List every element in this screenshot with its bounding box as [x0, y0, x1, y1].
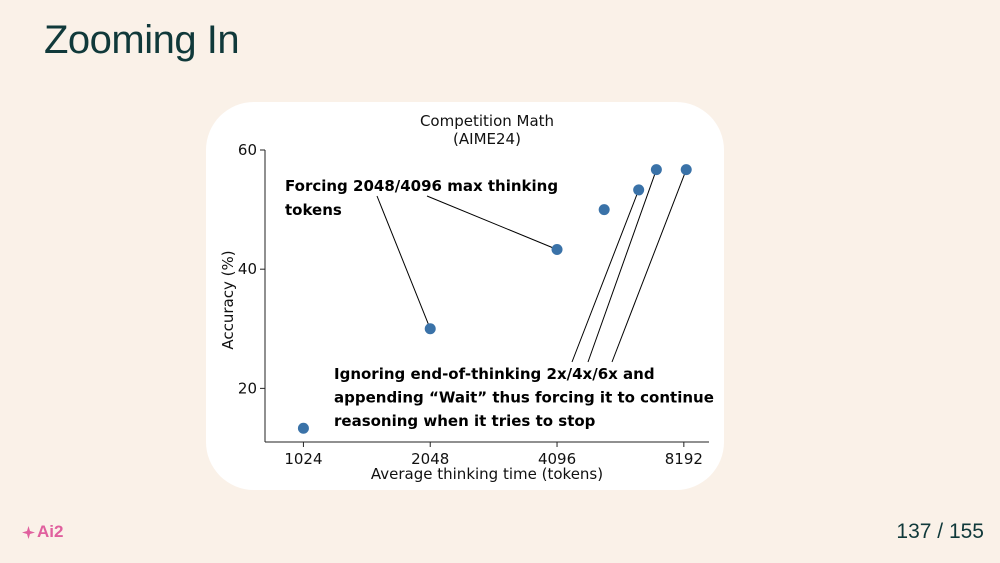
y-tick-label: 60	[238, 141, 257, 159]
annotation-line: appending “Wait” thus forcing it to cont…	[334, 389, 714, 407]
y-tick-label: 20	[238, 379, 257, 397]
ai2-logo: Ai2	[22, 522, 63, 542]
logo-text: Ai2	[37, 522, 64, 541]
chart-title-line: (AIME24)	[453, 130, 521, 148]
slide-title: Zooming In	[44, 18, 240, 62]
annotation-leader	[587, 169, 657, 363]
page-number: 137 / 155	[896, 520, 984, 543]
annotation-line: tokens	[285, 201, 342, 219]
annotation-leaders	[376, 169, 687, 363]
data-points	[297, 164, 692, 434]
ai2-sparkle-icon	[22, 525, 35, 539]
x-axis-label: Average thinking time (tokens)	[371, 465, 603, 483]
scatter-chart: Competition Math(AIME24) 1024 2048 4096 819…	[219, 112, 714, 483]
data-point	[680, 164, 692, 176]
data-point	[297, 422, 309, 434]
annotation-line: reasoning when it tries to stop	[334, 412, 596, 430]
data-point	[424, 323, 436, 335]
chart-title: Competition Math(AIME24)	[420, 112, 554, 148]
y-axis-label: Accuracy (%)	[219, 250, 237, 349]
data-point	[598, 204, 610, 216]
y-tick-label: 40	[238, 260, 257, 278]
annotation-leader	[571, 189, 640, 363]
annotation-line: Forcing 2048/4096 max thinking	[285, 177, 558, 195]
x-tick-label: 2048	[411, 450, 449, 468]
data-point	[551, 244, 563, 256]
annotation-text: Forcing 2048/4096 max thinking tokens	[285, 177, 558, 219]
annotation-leader	[376, 195, 431, 329]
x-tick-label: 4096	[538, 450, 576, 468]
chart-title-line: Competition Math	[420, 112, 554, 130]
annotation-line: Ignoring end-of-thinking 2x/4x/6x and	[334, 365, 655, 383]
annotation-text: Ignoring end-of-thinking 2x/4x/6x and app…	[334, 365, 714, 430]
data-point	[633, 184, 645, 196]
data-point	[650, 164, 662, 176]
annotation-leader	[611, 169, 687, 363]
x-tick-label: 8192	[665, 450, 703, 468]
annotations: Forcing 2048/4096 max thinking tokens Igno…	[285, 177, 714, 430]
x-tick-label: 1024	[284, 450, 322, 468]
axes: 1024 2048 4096 8192 20 40 60 Average thinking t…	[219, 141, 709, 483]
annotation-leader	[426, 195, 558, 250]
